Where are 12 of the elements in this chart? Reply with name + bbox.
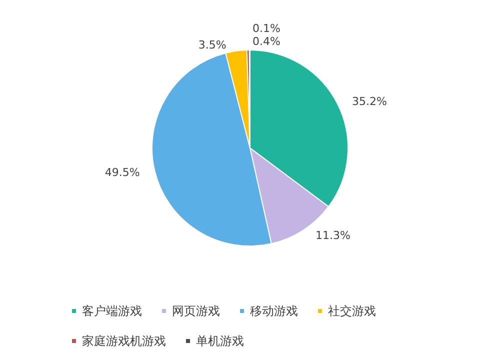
data-label: 35.2% — [352, 94, 387, 108]
legend-label: 社交游戏 — [328, 304, 376, 318]
data-label: 0.4% — [252, 35, 280, 48]
legend-label: 移动游戏 — [250, 304, 298, 318]
data-label: 11.3% — [316, 228, 351, 242]
legend-label: 家庭游戏机游戏 — [82, 334, 166, 348]
data-label: 3.5% — [198, 38, 226, 52]
legend-label: 客户端游戏 — [82, 304, 142, 318]
legend-label: 网页游戏 — [172, 304, 220, 318]
legend-label: 单机游戏 — [196, 334, 244, 348]
data-label: 0.1% — [252, 22, 280, 35]
data-label: 49.5% — [104, 166, 140, 179]
